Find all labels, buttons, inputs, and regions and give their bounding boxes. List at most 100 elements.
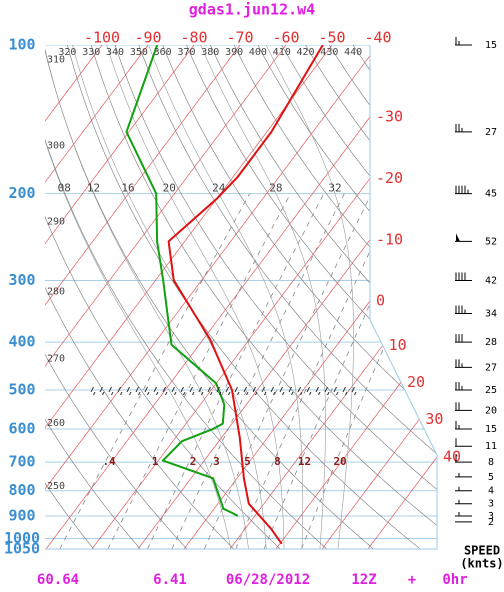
barb-flag [456,233,460,242]
theta-label: 390 [225,47,243,58]
theta-label: 400 [249,47,267,58]
isotherm [45,45,195,549]
dry-adiabat [186,45,437,549]
isotherm-label: 0 [376,292,385,310]
wind-barb [455,37,472,46]
dry-adiabat [90,45,437,549]
isotherm [45,45,333,549]
plot-area [45,45,437,549]
moist-adiabat [106,45,285,549]
wind-speed-label: 3 [488,511,494,522]
theta-label: 430 [320,47,338,58]
theta-label: 410 [273,47,291,58]
wind-speed-label: 15 [485,40,497,51]
dry-adiabat [45,45,94,549]
dry-adiabat [67,45,421,549]
dry-adiabat [138,45,437,549]
hatch-level [88,387,358,395]
wind-barb [455,359,472,368]
dry-adiabat [45,45,374,549]
mixing-ratio-line [59,193,251,549]
isotherm-label: -100 [84,29,120,47]
wind-barb [455,421,472,430]
theta-label: 340 [106,47,124,58]
theta-label: 250 [47,481,65,492]
wind-barb [455,402,472,411]
pressure-label: 1050 [4,540,40,558]
profile-line [167,45,324,545]
dry-adiabat [114,45,437,549]
speed-label: SPEED [464,544,500,558]
mixing-ratio-label: 1 [152,455,159,468]
mixing-ratio-label: 2 [190,455,197,468]
pressure-label: 600 [8,420,35,438]
dry-adiabat [329,45,437,549]
dry-adiabat [45,45,141,549]
isotherm-label: -70 [226,29,253,47]
mixing-ratio-label: 20 [333,455,346,468]
pressure-label: 200 [8,184,35,202]
isotherm-label: -80 [180,29,207,47]
mixing-ratio-line [235,193,398,549]
isotherm-label: 20 [407,373,425,391]
pressure-label: 500 [8,380,35,398]
wind-speed-label: 27 [485,362,497,373]
chart-title: gdas1.jun12.w4 [189,1,315,19]
moist-label: 24 [212,182,226,195]
wind-speed-label: 27 [485,127,497,138]
moist-adiabat [45,45,232,549]
moist-label: 12 [87,182,100,195]
pressure-label: 700 [8,453,35,471]
isotherm [45,45,241,549]
wind-barb [455,233,472,242]
mixing-ratio-label: 3 [213,455,220,468]
wind-speed-label: 15 [485,424,497,435]
isotherm [183,45,437,549]
dry-adiabat [210,45,437,549]
moist-adiabat [148,45,304,549]
moist-adiabat [265,45,354,549]
isotherm-label: -60 [272,29,299,47]
theta-label: 260 [47,418,65,429]
mixing-ratio-label: 5 [244,455,251,468]
footer-text: 6.41 [153,572,187,588]
moist-label: 08 [58,182,71,195]
wind-barb [455,123,472,133]
wind-speed-label: 2 [488,517,494,528]
mixing-ratio-line [147,193,325,549]
theta-label: 350 [130,47,148,58]
isotherm [45,45,149,549]
wind-barb [455,454,472,463]
wind-barb [455,486,472,492]
footer-text: 06/28/2012 [226,572,310,588]
theta-label: 270 [47,353,65,364]
wind-barb [455,381,472,391]
isotherm [321,45,437,549]
pressure-label: 100 [8,36,35,54]
wind-barb [455,511,472,517]
mixing-ratio-label: 12 [298,455,311,468]
isotherm [367,45,437,549]
isotherm [275,45,437,549]
mixing-ratio-line [263,193,422,549]
footer-text: 12Z [351,572,376,588]
wind-speed-label: 28 [485,337,497,348]
isotherm-label: 40 [443,448,461,466]
theta-label: 310 [47,55,65,66]
mixing-ratio-line [171,193,345,549]
speed-unit: (knts) [460,557,503,571]
isotherm [45,45,379,549]
moist-label: 16 [121,182,134,195]
isotherm-label: -90 [134,29,161,47]
mixing-ratio-label: 8 [274,455,281,468]
isotherm-label: -50 [318,29,345,47]
theta-label: 420 [296,47,314,58]
moist-adiabat [45,45,249,549]
wind-speed-label: 52 [485,236,497,247]
dry-adiabat [233,45,437,549]
wind-speed-label: 11 [485,441,497,452]
plot-border [45,45,438,550]
wind-speed-label: 45 [485,189,497,200]
footer: 60.64 6.41 06/28/2012 12Z +0hr [37,572,468,588]
